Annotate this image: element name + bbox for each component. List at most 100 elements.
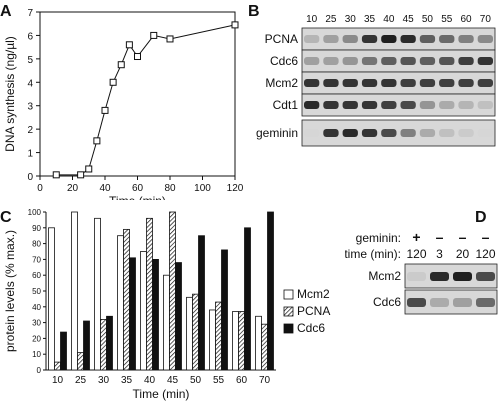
bar-cdc6 bbox=[129, 257, 136, 371]
legend-label: PCNA bbox=[297, 304, 330, 318]
blot-band bbox=[458, 129, 474, 137]
bar-pcna bbox=[238, 311, 245, 371]
blot-band bbox=[400, 101, 416, 109]
data-point bbox=[125, 41, 133, 49]
lane-time-label: 20 bbox=[456, 247, 470, 261]
blot-band bbox=[439, 79, 455, 87]
panel-a-letter: A bbox=[0, 3, 12, 20]
bar-cdc6 bbox=[60, 331, 67, 371]
x-tick-label: 35 bbox=[121, 375, 133, 386]
geminin-mark: – bbox=[436, 229, 444, 245]
bar-mcm2 bbox=[209, 309, 216, 371]
bar-mcm2 bbox=[186, 296, 193, 371]
blot-band bbox=[407, 298, 426, 307]
x-tick-label: 80 bbox=[164, 183, 176, 194]
y-tick-label: 60 bbox=[32, 271, 41, 280]
panel-d-letter: D bbox=[475, 209, 487, 226]
blot-band bbox=[304, 35, 320, 43]
blot-band bbox=[458, 57, 474, 65]
blot-band bbox=[381, 79, 397, 87]
blot-band bbox=[400, 57, 416, 65]
y-tick-label: 7 bbox=[27, 8, 33, 19]
y-tick-label: 10 bbox=[32, 350, 41, 359]
y-tick-label: 4 bbox=[27, 78, 33, 89]
lane-time-label: 40 bbox=[383, 14, 395, 25]
y-tick-label: 5 bbox=[27, 55, 33, 66]
bar-mcm2 bbox=[255, 315, 262, 371]
bar-pcna bbox=[261, 323, 268, 371]
x-tick-label: 60 bbox=[236, 375, 248, 386]
bar-pcna bbox=[215, 301, 222, 371]
blot-band bbox=[477, 57, 493, 65]
lane-time-label: 10 bbox=[306, 14, 318, 25]
bar-cdc6 bbox=[152, 259, 159, 371]
blot-band bbox=[304, 101, 320, 109]
blot-band bbox=[439, 35, 455, 43]
blot-band bbox=[419, 57, 436, 65]
y-tick-label: 1 bbox=[27, 149, 33, 160]
plot-frame bbox=[39, 11, 236, 177]
y-tick-label: 6 bbox=[27, 31, 33, 42]
blot-band bbox=[419, 35, 436, 43]
blot-band bbox=[361, 79, 378, 87]
blot-band bbox=[453, 298, 472, 307]
x-tick-label: 50 bbox=[190, 375, 202, 386]
panel-b-western-blot: B 10 25 30 35 40 45 50 55 60 70 PCNA Cdc6 Mcm2 Cdt1 ge… bbox=[248, 3, 496, 147]
blot-band bbox=[342, 57, 358, 65]
x-tick-label: 40 bbox=[99, 183, 111, 194]
data-point bbox=[77, 171, 85, 179]
blot-band bbox=[361, 101, 378, 109]
blot-band bbox=[477, 129, 493, 137]
blot-band bbox=[381, 35, 397, 43]
legend-swatch bbox=[283, 306, 294, 317]
blot-band bbox=[477, 79, 493, 87]
x-tick-label: 120 bbox=[227, 183, 244, 194]
y-tick-label: 0 bbox=[37, 366, 42, 375]
blot-band bbox=[400, 79, 416, 87]
y-axis-label: protein levels (% max.) bbox=[3, 230, 17, 352]
blot-band bbox=[304, 79, 320, 87]
lane-time-label: 30 bbox=[345, 14, 357, 25]
data-point bbox=[134, 53, 141, 61]
blot-band bbox=[342, 129, 358, 137]
geminin-mark: – bbox=[482, 229, 490, 245]
blot-band bbox=[430, 298, 449, 307]
blot-band bbox=[453, 272, 472, 281]
x-tick-label: 40 bbox=[144, 375, 156, 386]
panel-a-plot-area: 0 20 40 60 80 100 120 0 1 2 3 4 5 6 7 Time (min) DNA syn… bbox=[3, 8, 244, 200]
blot-band bbox=[430, 272, 449, 281]
legend-label: Mcm2 bbox=[297, 287, 330, 301]
y-tick-label: 0 bbox=[27, 172, 33, 183]
bar-cdc6 bbox=[175, 262, 182, 371]
bar-pcna bbox=[100, 319, 107, 371]
y-tick-label: 20 bbox=[32, 334, 41, 343]
lane-time-label: 70 bbox=[480, 14, 492, 25]
bar-cdc6 bbox=[83, 320, 90, 371]
blot-band bbox=[323, 35, 339, 43]
panel-c-letter: C bbox=[0, 209, 12, 226]
y-tick-label: 40 bbox=[32, 303, 41, 312]
lane-time-label: 35 bbox=[364, 14, 376, 25]
data-point bbox=[93, 137, 101, 145]
blot-band bbox=[458, 35, 474, 43]
blot-band bbox=[439, 101, 455, 109]
blot-band bbox=[400, 35, 416, 43]
bar-cdc6 bbox=[244, 227, 251, 371]
blot-band bbox=[419, 79, 436, 87]
data-series-line bbox=[56, 24, 236, 176]
bar-mcm2 bbox=[140, 251, 147, 371]
blot-band bbox=[477, 101, 493, 109]
blot-band bbox=[458, 79, 474, 87]
blot-strip bbox=[301, 93, 496, 117]
panel-c-bar-chart: C 0 10 20 30 40 50 60 70 80 90 100 protein levels (… bbox=[0, 208, 330, 401]
blot-row-label: geminin bbox=[256, 126, 298, 140]
lane-time-label: 3 bbox=[436, 247, 443, 261]
data-point bbox=[52, 171, 60, 179]
bar-cdc6 bbox=[106, 315, 113, 371]
panel-b-letter: B bbox=[248, 3, 260, 20]
x-tick-label: 30 bbox=[98, 375, 110, 386]
lane-time-label: 55 bbox=[441, 14, 453, 25]
x-tick-label: 0 bbox=[37, 183, 43, 194]
blot-band bbox=[323, 57, 339, 65]
blot-row-label: Cdc6 bbox=[373, 295, 401, 309]
